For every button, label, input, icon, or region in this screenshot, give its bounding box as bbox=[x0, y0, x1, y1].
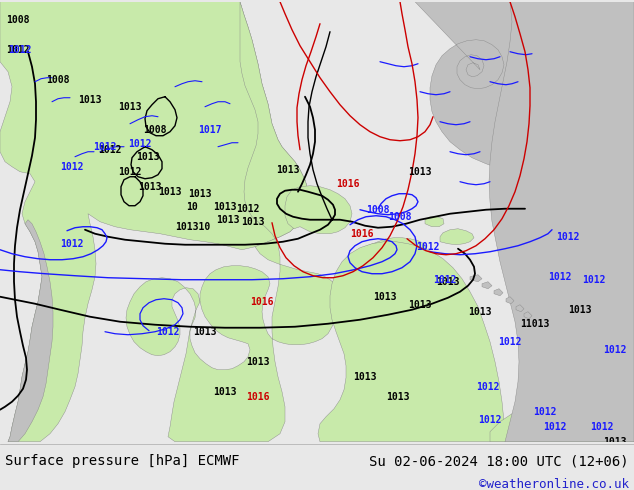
Text: 1012: 1012 bbox=[119, 167, 142, 177]
Text: 1013: 1013 bbox=[469, 307, 492, 317]
Text: 1013: 1013 bbox=[242, 217, 265, 227]
Text: 1008: 1008 bbox=[6, 15, 30, 24]
Text: 1012: 1012 bbox=[603, 345, 627, 355]
Text: 1016: 1016 bbox=[336, 179, 359, 189]
Text: 1012: 1012 bbox=[433, 275, 456, 285]
Text: 1013: 1013 bbox=[193, 327, 217, 337]
Text: 1013: 1013 bbox=[213, 202, 236, 212]
Text: 1012: 1012 bbox=[478, 415, 501, 425]
Text: 1012: 1012 bbox=[98, 145, 122, 155]
Text: 1017: 1017 bbox=[198, 125, 222, 135]
Text: 1016: 1016 bbox=[250, 297, 274, 307]
Text: 1012: 1012 bbox=[6, 45, 30, 55]
Text: 10: 10 bbox=[186, 202, 198, 212]
Text: 1012: 1012 bbox=[236, 204, 260, 214]
Text: 1012: 1012 bbox=[543, 422, 567, 432]
Text: 1012: 1012 bbox=[556, 232, 579, 242]
Text: ©weatheronline.co.uk: ©weatheronline.co.uk bbox=[479, 478, 629, 490]
Text: 1008: 1008 bbox=[366, 205, 390, 215]
Text: 1013: 1013 bbox=[568, 305, 592, 315]
Text: 1013: 1013 bbox=[188, 189, 212, 199]
Text: 1012: 1012 bbox=[156, 327, 180, 337]
Text: 1012: 1012 bbox=[582, 275, 605, 285]
Text: 1013: 1013 bbox=[213, 387, 236, 397]
Text: 101310: 101310 bbox=[176, 221, 210, 232]
Text: 1008: 1008 bbox=[388, 212, 411, 221]
Text: 1013: 1013 bbox=[119, 102, 142, 112]
Text: 1012: 1012 bbox=[60, 239, 84, 249]
Text: 1008: 1008 bbox=[143, 125, 167, 135]
Text: 1013: 1013 bbox=[78, 95, 101, 105]
Text: 1012: 1012 bbox=[8, 45, 32, 55]
Text: 1013: 1013 bbox=[408, 167, 432, 177]
Text: 1012: 1012 bbox=[548, 272, 572, 282]
Text: 1012: 1012 bbox=[60, 162, 84, 172]
Text: 1013: 1013 bbox=[603, 437, 627, 447]
Text: 1016: 1016 bbox=[246, 392, 269, 402]
Text: 1012: 1012 bbox=[533, 407, 557, 416]
Text: 1012: 1012 bbox=[93, 142, 117, 152]
Text: 1013: 1013 bbox=[246, 357, 269, 367]
Text: 1008: 1008 bbox=[46, 75, 70, 85]
Text: 1016: 1016 bbox=[350, 229, 374, 239]
Text: 1013: 1013 bbox=[158, 187, 182, 196]
Text: 1013: 1013 bbox=[138, 182, 162, 192]
Text: 1013: 1013 bbox=[386, 392, 410, 402]
Text: 1013: 1013 bbox=[373, 292, 397, 302]
Text: 1013: 1013 bbox=[216, 215, 240, 225]
Text: 1013: 1013 bbox=[136, 152, 160, 162]
Text: 1012: 1012 bbox=[498, 337, 522, 347]
Text: 1013: 1013 bbox=[276, 165, 300, 175]
Text: Surface pressure [hPa] ECMWF: Surface pressure [hPa] ECMWF bbox=[5, 454, 240, 468]
Text: 1013: 1013 bbox=[353, 372, 377, 382]
Text: 1012: 1012 bbox=[590, 422, 614, 432]
Text: Su 02-06-2024 18:00 UTC (12+06): Su 02-06-2024 18:00 UTC (12+06) bbox=[369, 454, 629, 468]
Text: 1013: 1013 bbox=[408, 300, 432, 310]
Text: 1012: 1012 bbox=[417, 242, 440, 252]
Text: 11013: 11013 bbox=[521, 318, 550, 329]
Text: 1013: 1013 bbox=[436, 277, 460, 287]
Text: 1012: 1012 bbox=[476, 382, 500, 392]
Text: 1012: 1012 bbox=[128, 139, 152, 149]
